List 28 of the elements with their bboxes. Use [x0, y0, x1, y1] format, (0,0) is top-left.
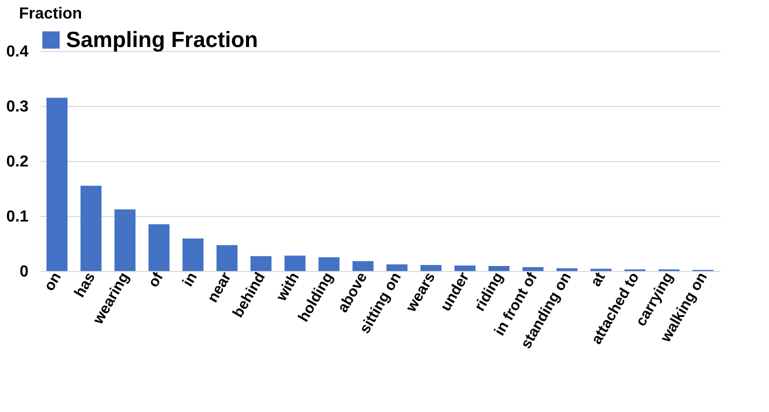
bar [114, 209, 136, 271]
bar [250, 256, 272, 271]
y-tick-label: 0.3 [6, 98, 29, 116]
x-tick-label: on [40, 270, 65, 294]
y-tick-label: 0.4 [6, 44, 29, 60]
bar [216, 245, 238, 271]
bar [522, 267, 544, 271]
bar [80, 186, 102, 271]
y-tick-label: 0.1 [6, 208, 29, 226]
bar [454, 266, 476, 271]
bar [420, 264, 442, 271]
bar [386, 264, 408, 271]
legend-label: Sampling Fraction [66, 27, 258, 52]
y-tick-label: 0.2 [6, 154, 29, 170]
bar [318, 257, 340, 271]
x-tick-label: has [71, 270, 99, 300]
bar [148, 224, 170, 271]
bar [182, 238, 204, 271]
bar [556, 268, 578, 271]
y-axis-title: Fraction [18, 6, 82, 22]
bar [284, 256, 306, 271]
x-tick-label: at [587, 270, 609, 290]
y-tick-label: 0 [20, 264, 29, 280]
x-tick-label: in [179, 270, 201, 290]
bar [352, 261, 374, 271]
bar [488, 266, 510, 271]
bar [46, 98, 68, 271]
x-tick-label: of [144, 268, 168, 290]
